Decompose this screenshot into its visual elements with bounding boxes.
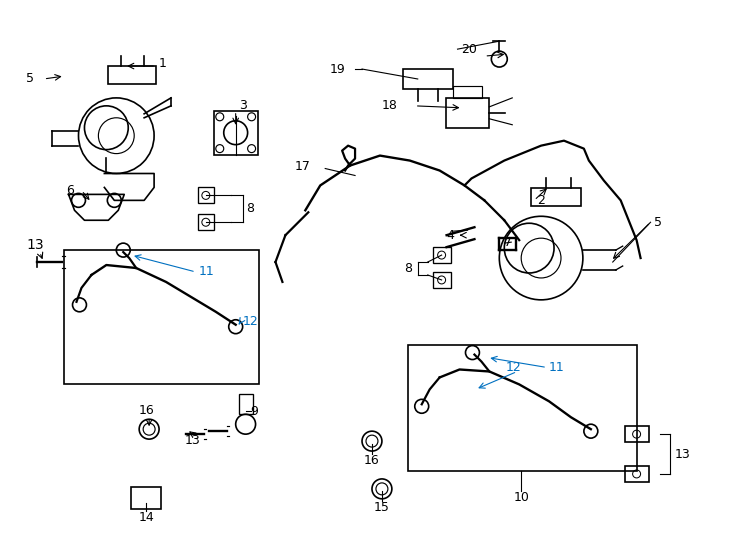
Text: 5: 5 — [653, 216, 661, 229]
Text: 11: 11 — [199, 266, 214, 279]
Text: 15: 15 — [374, 501, 390, 514]
Bar — [403, 69, 453, 89]
Text: 1: 1 — [159, 57, 167, 70]
Bar — [531, 188, 581, 206]
Bar — [239, 394, 252, 414]
Text: 13: 13 — [185, 434, 201, 447]
Text: 16: 16 — [138, 404, 154, 417]
Text: 2: 2 — [537, 194, 545, 207]
Bar — [408, 345, 636, 471]
Bar — [109, 66, 156, 84]
Text: 12: 12 — [506, 361, 521, 374]
Text: 10: 10 — [513, 491, 529, 504]
Text: 11: 11 — [549, 361, 564, 374]
Text: 8: 8 — [246, 202, 254, 215]
Text: 13: 13 — [675, 448, 690, 461]
Text: 7: 7 — [504, 235, 512, 248]
Text: 5: 5 — [26, 72, 34, 85]
Bar — [432, 272, 451, 288]
Bar — [625, 426, 649, 442]
Text: 3: 3 — [239, 99, 247, 112]
Text: 17: 17 — [294, 160, 310, 173]
Bar — [432, 247, 451, 263]
Bar — [214, 111, 258, 154]
Bar — [131, 487, 161, 509]
Text: 14: 14 — [138, 511, 154, 524]
Bar — [453, 86, 482, 98]
Bar — [64, 250, 258, 384]
Text: 9: 9 — [250, 405, 258, 418]
Text: 4: 4 — [447, 228, 454, 242]
Text: 19: 19 — [330, 63, 345, 76]
Text: 18: 18 — [382, 99, 398, 112]
Bar — [625, 466, 649, 482]
Text: 16: 16 — [364, 454, 380, 467]
Bar — [198, 187, 214, 204]
Bar — [446, 98, 490, 128]
Text: 6: 6 — [65, 184, 73, 197]
Text: 8: 8 — [404, 261, 412, 274]
Bar — [198, 214, 214, 230]
Text: 12: 12 — [243, 315, 258, 328]
Text: 20: 20 — [462, 43, 477, 56]
Text: 13: 13 — [26, 238, 44, 252]
